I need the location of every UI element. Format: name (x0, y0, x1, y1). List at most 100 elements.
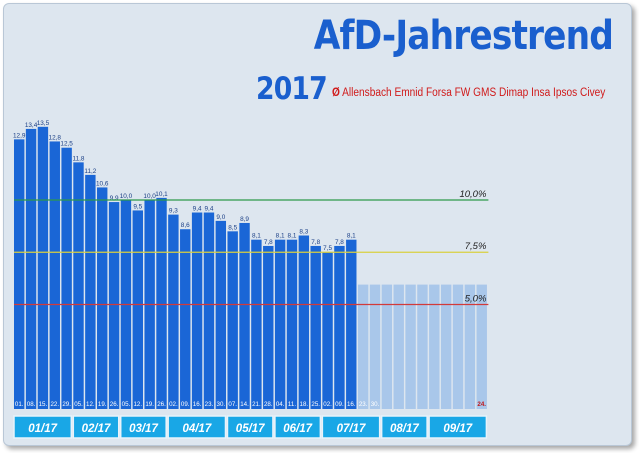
bar-value-label: 10,6 (96, 180, 109, 187)
bar (132, 210, 143, 409)
future-bar (429, 284, 440, 409)
bar (227, 231, 238, 409)
bar-value-label: 8,1 (276, 233, 285, 240)
reference-line-label: 5,0% (465, 293, 487, 304)
bar-value-label: 8,9 (240, 216, 249, 223)
week-label: 26. (110, 401, 119, 408)
reference-line-label: 7,5% (465, 241, 487, 252)
week-label: 18. (300, 401, 309, 408)
bar-value-label: 8,5 (228, 224, 237, 231)
bar-value-label: 7,8 (264, 239, 273, 246)
bar (322, 252, 333, 409)
bar-value-label: 9,5 (133, 203, 142, 210)
week-label: 05. (74, 401, 83, 408)
bar (73, 162, 84, 409)
week-label: 04. (276, 401, 285, 408)
bar (215, 220, 227, 409)
bar (85, 174, 96, 409)
future-bar (464, 284, 476, 409)
week-label: 28. (264, 401, 273, 408)
future-bar (476, 284, 487, 409)
bar (239, 222, 250, 409)
month-label: 09/17 (443, 423, 472, 435)
bar-value-label: 9,4 (193, 206, 202, 213)
week-label: 23. (205, 401, 214, 408)
bar-value-label: 7,5 (323, 245, 332, 252)
bar (61, 147, 72, 409)
bar (156, 197, 167, 409)
bar (263, 245, 274, 409)
bar-value-label: 8,3 (299, 229, 308, 236)
reference-line-label: 10,0% (459, 189, 486, 200)
week-label: 09. (181, 401, 190, 408)
week-label: 30. (217, 401, 226, 408)
future-bar (440, 284, 452, 409)
bar (49, 141, 60, 409)
average-symbol: Ø (332, 87, 340, 99)
bar-value-label: 12,9 (13, 132, 26, 139)
chart-year: 2017 (256, 71, 328, 107)
bar-value-label: 8,1 (252, 233, 261, 240)
month-label: 08/17 (390, 423, 419, 435)
future-bar (357, 284, 369, 409)
month-label: 07/17 (337, 423, 366, 435)
bar-value-label: 9,9 (110, 195, 119, 202)
bar-value-label: 12,5 (60, 141, 73, 148)
month-label: 06/17 (283, 423, 312, 435)
week-label: 30. (371, 401, 380, 408)
bar-value-label: 11,2 (84, 168, 96, 175)
bar-value-label: 9,0 (216, 214, 225, 221)
week-label: 25. (311, 401, 320, 408)
week-label: 02. (323, 401, 332, 408)
month-box (274, 415, 322, 439)
week-label: 05. (122, 401, 131, 408)
week-label: 14. (240, 401, 249, 408)
future-bar (369, 284, 381, 409)
chart-frame: AfD-Jahrestrend 2017 Ø Allensbach Emnid … (3, 3, 632, 446)
bar-value-label: 9,4 (205, 206, 214, 213)
week-label: 09. (335, 401, 344, 408)
week-label: 11. (288, 401, 296, 408)
chart-title: AfD-Jahrestrend (313, 13, 614, 59)
bar (25, 128, 37, 409)
bar (334, 245, 345, 409)
bar-value-label: 13,4 (25, 122, 38, 129)
month-box (321, 415, 381, 439)
week-label: 07. (228, 401, 237, 408)
future-bar (452, 284, 464, 409)
week-label: 22. (50, 401, 59, 408)
future-bar (381, 284, 393, 409)
month-box (13, 415, 73, 439)
month-box (72, 415, 120, 439)
month-box (167, 415, 227, 439)
bar (180, 229, 191, 409)
month-box (119, 415, 167, 439)
month-box (226, 415, 274, 439)
bar (286, 239, 298, 409)
month-label: 02/17 (82, 423, 111, 435)
bar (191, 212, 203, 409)
bar (274, 239, 286, 409)
month-box (380, 415, 428, 439)
bar-chart: 12,913,4 13,512,812,511,811,210,69,9 10,09… (13, 120, 489, 439)
week-label: 16. (347, 401, 356, 408)
week-label: 23. (359, 401, 368, 408)
bar-value-label: 7,8 (311, 239, 320, 246)
bar (97, 187, 108, 409)
bar (310, 245, 321, 409)
bar-value-label: 8,6 (181, 222, 190, 229)
week-label: 08. (27, 401, 36, 408)
bar (168, 214, 179, 409)
chart-subtitle: Ø Allensbach Emnid Forsa FW GMS Dimap In… (332, 87, 605, 99)
future-bar (405, 284, 416, 409)
week-label: 19. (98, 401, 107, 408)
future-bar (417, 284, 428, 409)
future-bar (393, 284, 404, 409)
bar-value-label: 7,8 (335, 239, 344, 246)
institutes-list: Allensbach Emnid Forsa FW GMS Dimap Insa… (342, 87, 606, 99)
week-label: 19. (145, 401, 154, 408)
bar-value-label: 10,1 (155, 191, 168, 198)
month-box (428, 415, 488, 439)
week-label: 29. (62, 401, 71, 408)
bar (251, 239, 262, 409)
